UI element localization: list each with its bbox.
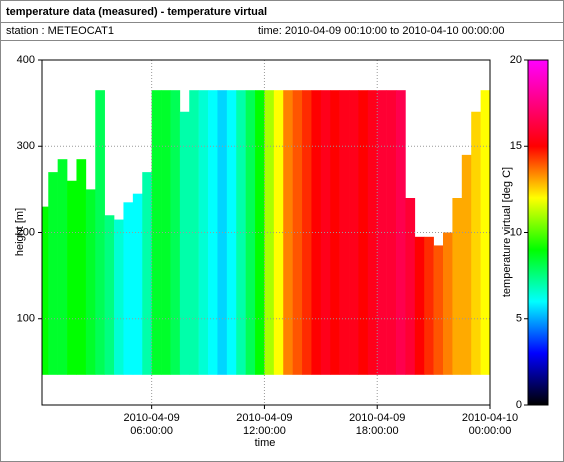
cell (132, 193, 143, 375)
colorbar-tick-label: 5 (516, 313, 522, 325)
y-tick-label: 200 (17, 226, 35, 238)
station: station : METEOCAT1 (6, 25, 114, 37)
cell (339, 90, 350, 375)
cell (433, 245, 444, 375)
y-tick-label: 400 (17, 54, 35, 66)
x-tick-label: 2010-04-10 00:00:00 (461, 412, 519, 437)
colorbar (527, 59, 549, 406)
y-axis-label: height [m] (14, 208, 26, 256)
colorbar-tick-label: 15 (510, 140, 522, 152)
cell (42, 206, 49, 375)
y-tick-label: 300 (17, 140, 35, 152)
title: temperature data (measured) - temperatur… (6, 6, 267, 18)
x-axis-label: time (255, 437, 276, 449)
cell (236, 90, 246, 375)
cell (480, 90, 491, 375)
cell (452, 198, 463, 375)
cell (189, 90, 199, 375)
cell (208, 90, 218, 375)
cell (179, 111, 190, 375)
colorbar-tick-label: 10 (510, 226, 522, 238)
x-tick-label: 2010-04-09 18:00:00 (349, 412, 406, 437)
cell (396, 90, 406, 375)
x-tick-label: 2010-04-09 06:00:00 (123, 412, 180, 437)
cell (245, 90, 256, 375)
cell (273, 90, 284, 375)
cell (330, 90, 340, 375)
cell (424, 236, 434, 375)
cell (405, 198, 416, 375)
cell (67, 180, 77, 375)
cell (443, 232, 453, 375)
cell (461, 154, 472, 375)
cell (76, 159, 87, 375)
cell (311, 90, 322, 375)
cell (386, 90, 397, 375)
cell (349, 90, 359, 375)
y-tick-label: 100 (17, 313, 35, 325)
colorbar-tick-label: 0 (516, 399, 522, 411)
cell (471, 111, 481, 375)
time-range: time: 2010-04-09 00:10:00 to 2010-04-10 … (258, 25, 504, 37)
cell (198, 90, 209, 375)
cell (377, 90, 387, 375)
cell (95, 90, 105, 375)
colorbar-tick-label: 20 (510, 54, 522, 66)
cell (48, 172, 58, 375)
colorbar-label: temperature virtual [deg C] (501, 167, 513, 297)
x-tick-label: 2010-04-09 12:00:00 (236, 412, 293, 437)
cell (57, 159, 68, 375)
cell (123, 202, 134, 375)
cell (170, 90, 181, 375)
cell (414, 236, 425, 375)
cell (104, 215, 115, 375)
cell (85, 189, 96, 375)
cell (114, 219, 124, 375)
cell (255, 90, 265, 375)
cell (264, 90, 275, 375)
cell (142, 172, 152, 375)
cell (320, 90, 331, 375)
